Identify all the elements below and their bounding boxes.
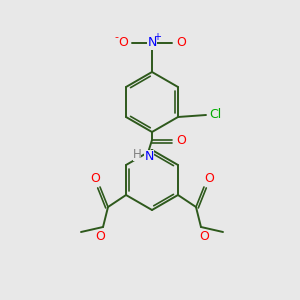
Text: O: O — [95, 230, 105, 244]
Text: O: O — [90, 172, 100, 184]
Text: O: O — [199, 230, 209, 244]
Text: N: N — [147, 37, 157, 50]
Text: +: + — [153, 32, 161, 42]
Text: -: - — [114, 32, 118, 42]
Text: O: O — [118, 37, 128, 50]
Text: O: O — [176, 134, 186, 146]
Text: N: N — [144, 149, 154, 163]
Text: Cl: Cl — [209, 109, 221, 122]
Text: O: O — [176, 37, 186, 50]
Text: O: O — [204, 172, 214, 184]
Text: H: H — [133, 148, 141, 160]
